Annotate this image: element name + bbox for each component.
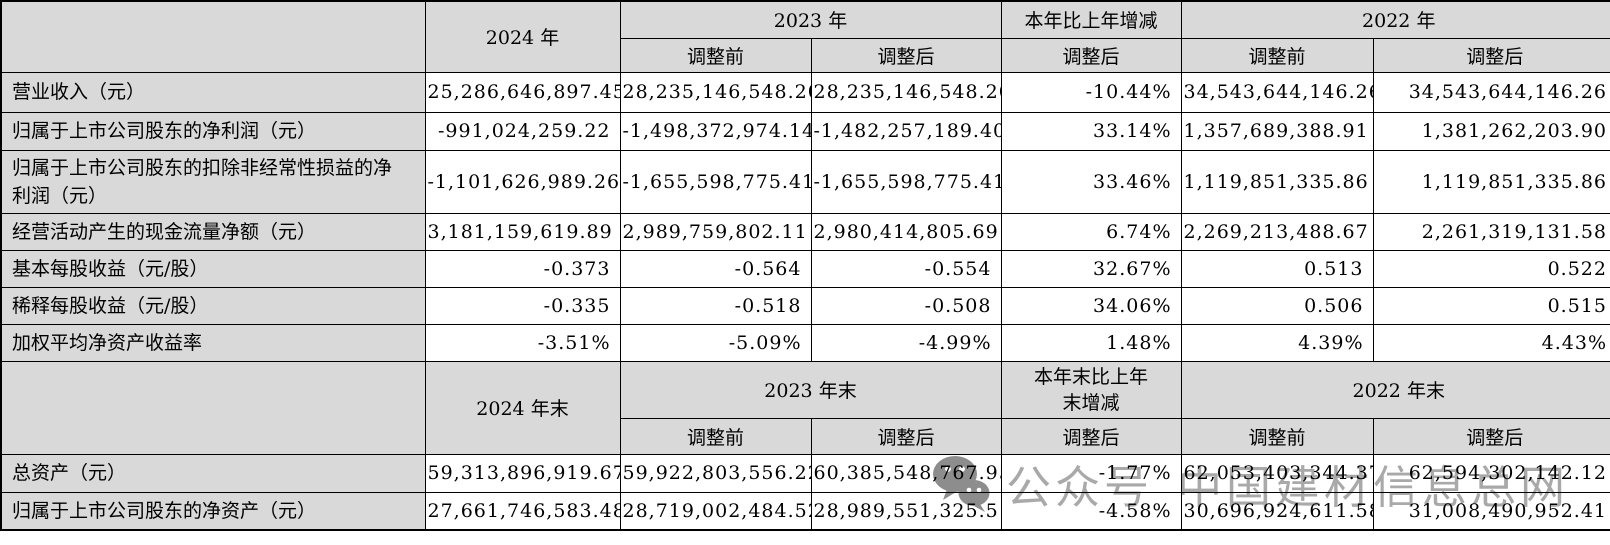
value-2023-pre: -0.518 — [619, 286, 812, 325]
value-2023-pre: 28,235,146,548.20 — [619, 71, 812, 113]
value-2023-post: 28,235,146,548.20 — [810, 71, 1002, 113]
header-2023-end: 2023 年末 — [619, 360, 1002, 419]
subheader-2022-post: 调整后 — [1372, 37, 1610, 73]
value-change: -1.77% — [1000, 453, 1182, 493]
header-change: 本年比上年增减 — [1000, 0, 1182, 39]
subheader-2022-end-pre: 调整前 — [1180, 417, 1374, 455]
table-row: 基本每股收益（元/股） -0.373 -0.564 -0.554 32.67% … — [0, 249, 1610, 288]
row-label: 归属于上市公司股东的净资产（元） — [0, 491, 426, 531]
row-label: 基本每股收益（元/股） — [0, 249, 426, 288]
table-row: 调整前 调整后 调整后 调整前 调整后 — [1, 37, 1610, 73]
value-2022-pre: 1,119,851,335.86 — [1180, 149, 1374, 214]
value-2022-pre: 2,269,213,488.67 — [1180, 212, 1374, 251]
table-row: 加权平均净资产收益率 -3.51% -5.09% -4.99% 1.48% 4.… — [0, 323, 1610, 362]
value-2022-pre: 34,543,644,146.26 — [1180, 71, 1374, 113]
value-2022-pre: 0.513 — [1180, 249, 1374, 288]
value-change: 6.74% — [1000, 212, 1182, 251]
header-2024-end: 2024 年末 — [424, 360, 621, 455]
value-2023-post: 60,385,548,767.95 — [810, 453, 1002, 493]
value-change: 34.06% — [1000, 286, 1182, 325]
value-2023-post: -4.99% — [810, 323, 1002, 362]
value-change: 1.48% — [1000, 323, 1182, 362]
value-2024: -1,101,626,989.26 — [424, 149, 621, 214]
value-change: -10.44% — [1000, 71, 1182, 113]
header-change-end-text: 本年末比上年末增减 — [1033, 365, 1148, 414]
header-change-end: 本年末比上年末增减 — [1000, 360, 1182, 419]
value-change: 33.46% — [1000, 149, 1182, 214]
value-2022-pre: 0.506 — [1180, 286, 1374, 325]
value-2023-pre: -0.564 — [619, 249, 812, 288]
header-2023: 2023 年 — [619, 0, 1002, 39]
subheader-2023-pre: 调整前 — [619, 37, 812, 73]
header-2022: 2022 年 — [1180, 0, 1610, 39]
table-row: 2024 年 2023 年 本年比上年增减 2022 年 — [0, 0, 1610, 73]
table-row: 营业收入（元） 25,286,646,897.45 28,235,146,548… — [0, 71, 1610, 113]
value-change: 33.14% — [1000, 111, 1182, 151]
corner-cell — [0, 360, 426, 455]
value-2024: -0.335 — [424, 286, 621, 325]
value-2022-pre: 4.39% — [1180, 323, 1374, 362]
row-label: 稀释每股收益（元/股） — [0, 286, 426, 325]
value-2024: 59,313,896,919.67 — [424, 453, 621, 493]
value-2023-post: -0.508 — [810, 286, 1002, 325]
value-2023-post: -1,482,257,189.40 — [810, 111, 1002, 151]
subheader-2023-end-post: 调整后 — [810, 417, 1002, 455]
financial-summary-table: 2024 年 2023 年 本年比上年增减 2022 年 调整前 调整后 调整后… — [0, 0, 1610, 531]
subheader-2022-pre: 调整前 — [1180, 37, 1374, 73]
table-row: 归属于上市公司股东的净资产（元） 27,661,746,583.48 28,71… — [0, 491, 1610, 531]
table-row: 归属于上市公司股东的扣除非经常性损益的净利润（元） -1,101,626,989… — [0, 149, 1610, 214]
value-2024: -991,024,259.22 — [424, 111, 621, 151]
header-2024: 2024 年 — [424, 0, 621, 73]
value-2023-pre: 59,922,803,556.22 — [619, 453, 812, 493]
table-row: 归属于上市公司股东的净利润（元） -991,024,259.22 -1,498,… — [0, 111, 1610, 151]
value-2023-pre: -5.09% — [619, 323, 812, 362]
value-2022-post: 31,008,490,952.41 — [1372, 491, 1610, 531]
corner-cell — [0, 0, 426, 73]
header-2022-end: 2022 年末 — [1180, 360, 1610, 419]
table-row: 总资产（元） 59,313,896,919.67 59,922,803,556.… — [0, 453, 1610, 493]
value-2023-pre: 2,989,759,802.11 — [619, 212, 812, 251]
value-2023-post: 2,980,414,805.69 — [810, 212, 1002, 251]
value-2023-post: -0.554 — [810, 249, 1002, 288]
subheader-2023-post: 调整后 — [810, 37, 1002, 73]
value-2022-pre: 62,053,403,344.37 — [1180, 453, 1374, 493]
table-row: 调整前 调整后 调整后 调整前 调整后 — [1, 417, 1610, 455]
table-row: 稀释每股收益（元/股） -0.335 -0.518 -0.508 34.06% … — [0, 286, 1610, 325]
row-label: 加权平均净资产收益率 — [0, 323, 426, 362]
row-label: 归属于上市公司股东的净利润（元） — [0, 111, 426, 151]
value-2024: -3.51% — [424, 323, 621, 362]
value-2022-post: 1,119,851,335.86 — [1372, 149, 1610, 214]
value-change: -4.58% — [1000, 491, 1182, 531]
value-2022-post: 0.522 — [1372, 249, 1610, 288]
value-2024: 27,661,746,583.48 — [424, 491, 621, 531]
value-2022-pre: 1,357,689,388.91 — [1180, 111, 1374, 151]
value-2022-post: 0.515 — [1372, 286, 1610, 325]
subheader-2022-end-post: 调整后 — [1372, 417, 1610, 455]
value-2023-pre: 28,719,002,484.52 — [619, 491, 812, 531]
subheader-2023-end-pre: 调整前 — [619, 417, 812, 455]
table-row: 经营活动产生的现金流量净额（元） 3,181,159,619.89 2,989,… — [0, 212, 1610, 251]
row-label: 总资产（元） — [0, 453, 426, 493]
value-2022-post: 1,381,262,203.90 — [1372, 111, 1610, 151]
subheader-change-end-post: 调整后 — [1000, 417, 1182, 455]
value-2022-post: 4.43% — [1372, 323, 1610, 362]
value-2023-post: -1,655,598,775.41 — [810, 149, 1002, 214]
value-2022-post: 62,594,302,142.12 — [1372, 453, 1610, 493]
value-2022-pre: 30,696,924,611.58 — [1180, 491, 1374, 531]
row-label: 经营活动产生的现金流量净额（元） — [0, 212, 426, 251]
value-2024: -0.373 — [424, 249, 621, 288]
value-2023-post: 28,989,551,325.51 — [810, 491, 1002, 531]
value-2022-post: 34,543,644,146.26 — [1372, 71, 1610, 113]
value-change: 32.67% — [1000, 249, 1182, 288]
row-label: 营业收入（元） — [0, 71, 426, 113]
value-2024: 25,286,646,897.45 — [424, 71, 621, 113]
subheader-change-post: 调整后 — [1000, 37, 1182, 73]
value-2023-pre: -1,498,372,974.14 — [619, 111, 812, 151]
value-2024: 3,181,159,619.89 — [424, 212, 621, 251]
value-2022-post: 2,261,319,131.58 — [1372, 212, 1610, 251]
value-2023-pre: -1,655,598,775.41 — [619, 149, 812, 214]
row-label: 归属于上市公司股东的扣除非经常性损益的净利润（元） — [0, 149, 426, 214]
table-row: 2024 年末 2023 年末 本年末比上年末增减 2022 年末 — [0, 360, 1610, 455]
